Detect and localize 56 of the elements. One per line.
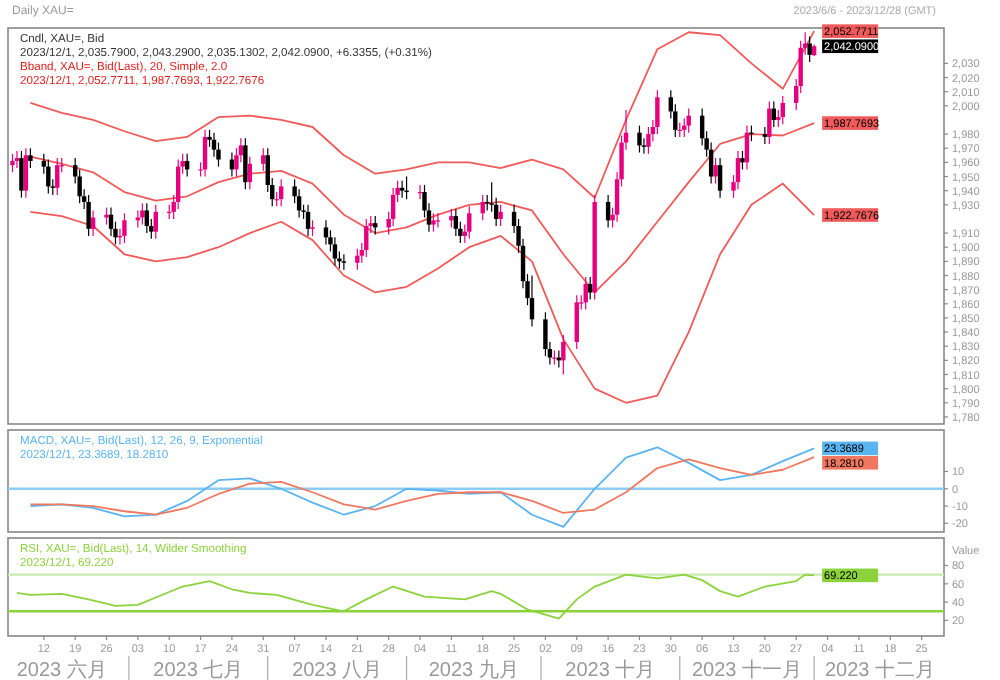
candlestick — [713, 157, 718, 185]
candlestick — [435, 212, 441, 229]
candlestick — [399, 180, 405, 199]
candlestick — [390, 187, 396, 227]
candlestick — [243, 137, 248, 190]
candlestick — [807, 35, 812, 63]
candlestick — [529, 274, 535, 328]
candlestick — [646, 126, 651, 155]
candlestick — [216, 141, 221, 168]
candlestick — [323, 219, 329, 245]
candlestick — [355, 248, 360, 271]
candlestick — [453, 208, 459, 237]
text: 2023 六月 — [16, 658, 107, 680]
text: 2023 八月 — [292, 660, 383, 680]
line-series — [29, 456, 816, 516]
text: 2023 十月 — [565, 658, 656, 680]
candlestick — [762, 126, 768, 145]
candlestick — [86, 194, 91, 237]
candlestick — [364, 218, 369, 258]
candlestick — [498, 204, 503, 227]
candlestick — [46, 158, 51, 195]
line-series — [29, 182, 816, 404]
candlestick — [140, 202, 145, 226]
candlestick — [122, 212, 127, 244]
candlestick — [28, 147, 33, 169]
candlestick — [637, 124, 642, 154]
text: 2023 十一月 — [691, 658, 802, 680]
text: 2023 十二月 — [824, 658, 936, 680]
candlestick — [561, 334, 566, 376]
candlestick — [144, 202, 150, 234]
candlestick — [686, 108, 691, 134]
candlestick — [332, 236, 338, 267]
candlestick — [341, 253, 347, 271]
candlestick — [467, 205, 472, 240]
candlestick — [574, 294, 579, 350]
candlestick — [449, 208, 454, 229]
candlestick — [735, 150, 741, 190]
candlestick — [202, 129, 208, 178]
candlestick — [780, 95, 785, 125]
candlestick — [431, 212, 436, 233]
candlestick — [23, 147, 29, 199]
candlestick — [655, 89, 660, 135]
candlestick — [108, 207, 114, 237]
candlestick — [14, 150, 20, 169]
text: 2023 九月 — [428, 658, 519, 680]
candlestick — [740, 150, 745, 171]
candlestick — [19, 150, 24, 199]
candlestick — [55, 157, 60, 196]
candlestick — [305, 204, 311, 237]
candlestick — [767, 100, 772, 145]
candlestick — [10, 153, 15, 173]
text: 2023 七月 — [153, 658, 244, 680]
candlestick — [153, 204, 158, 240]
candlestick — [717, 157, 723, 199]
candlestick — [543, 311, 548, 357]
candlestick — [261, 147, 266, 172]
